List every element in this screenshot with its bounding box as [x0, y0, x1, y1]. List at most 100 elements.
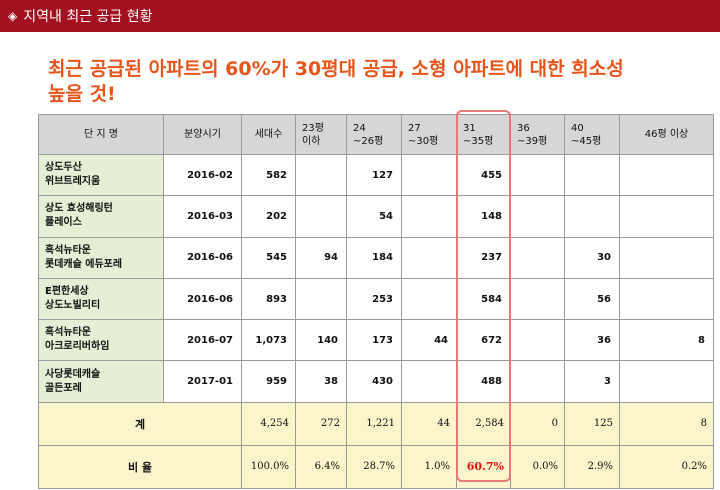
total-s36: 0: [510, 401, 565, 446]
table-row: 흑석뉴타운 아크로리버하임 2016-07 1,073 140 173 44 672 36 8: [38, 319, 714, 362]
ratio-row: 비 율 100.0% 6.4% 28.7% 1.0% 60.7% 0.0% 2.…: [38, 444, 714, 489]
col-header-s24: 24 ~26평: [346, 114, 402, 155]
size-s40: 56: [564, 277, 620, 321]
households: 582: [241, 153, 296, 197]
size-s24: 127: [346, 153, 402, 197]
complex-name: 흑석뉴타운 롯데캐슬 에듀포레: [38, 236, 164, 279]
ratio-s46: 0.2%: [619, 444, 714, 489]
size-s24: 184: [346, 236, 402, 279]
size-s27: [401, 153, 457, 197]
sale-date: 2016-03: [163, 195, 242, 238]
ratio-s24: 28.7%: [346, 444, 402, 489]
col-header-s40: 40 ~45평: [564, 114, 620, 155]
total-s40: 125: [564, 401, 620, 446]
size-s36: [510, 319, 565, 362]
total-households: 4,254: [241, 401, 296, 446]
headline-line-2: 높을 것!: [48, 83, 116, 105]
total-row: 계 4,254 272 1,221 44 2,584 0 125 8: [38, 401, 714, 446]
ratio-s23: 6.4%: [295, 444, 347, 489]
total-s23: 272: [295, 401, 347, 446]
size-s27: [401, 277, 457, 321]
size-s27: [401, 195, 457, 238]
size-s31: 488: [456, 360, 511, 403]
size-s40: 30: [564, 236, 620, 279]
size-s36: [510, 195, 565, 238]
size-s31: 584: [456, 277, 511, 321]
households: 545: [241, 236, 296, 279]
complex-name: 사당롯데캐슬 골든포레: [38, 360, 164, 403]
complex-name: 흑석뉴타운 아크로리버하임: [38, 319, 164, 362]
complex-name: 상도 효성해링턴 플레이스: [38, 195, 164, 238]
headline: 최근 공급된 아파트의 60%가 30평대 공급, 소형 아파트에 대한 희소성…: [48, 57, 688, 107]
size-s40: [564, 153, 620, 197]
col-header-s46: 46평 이상: [619, 114, 714, 155]
col-header-date: 분양시기: [163, 114, 242, 155]
size-s23: 140: [295, 319, 347, 362]
ratio-s36: 0.0%: [510, 444, 565, 489]
table-row: 상도 효성해링턴 플레이스 2016-03 202 54 148: [38, 195, 714, 238]
table-row: 사당롯데캐슬 골든포레 2017-01 959 38 430 488 3: [38, 360, 714, 403]
size-s40: 3: [564, 360, 620, 403]
size-s27: [401, 236, 457, 279]
size-s23: 38: [295, 360, 347, 403]
col-header-s23: 23평 이하: [295, 114, 347, 155]
size-s23: [295, 277, 347, 321]
households: 893: [241, 277, 296, 321]
size-s23: [295, 195, 347, 238]
supply-table: 단 지 명 분양시기 세대수 23평 이하 24 ~26평 27 ~30평 31 ~35…: [38, 114, 714, 489]
complex-name: 상도두산 위브트레지움: [38, 153, 164, 197]
headline-line-1: 최근 공급된 아파트의 60%가 30평대 공급, 소형 아파트에 대한 희소성: [48, 58, 624, 80]
section-header: ◈ 지역내 최근 공급 현황: [0, 0, 720, 32]
ratio-label: 비 율: [38, 444, 242, 489]
size-s36: [510, 153, 565, 197]
size-s24: 54: [346, 195, 402, 238]
table-body: 상도두산 위브트레지움 2016-02 582 127 455 상도 효성해링턴 플레이스 20…: [38, 153, 714, 403]
size-s46: [619, 360, 714, 403]
table-header-row: 단 지 명 분양시기 세대수 23평 이하 24 ~26평 27 ~30평 31 ~35…: [38, 114, 714, 155]
complex-name: E편한세상 상도노빌리티: [38, 277, 164, 321]
col-header-households: 세대수: [241, 114, 296, 155]
size-s24: 430: [346, 360, 402, 403]
total-s46: 8: [619, 401, 714, 446]
table-row: 흑석뉴타운 롯데캐슬 에듀포레 2016-06 545 94 184 237 30: [38, 236, 714, 279]
size-s31: 455: [456, 153, 511, 197]
size-s40: 36: [564, 319, 620, 362]
households: 202: [241, 195, 296, 238]
size-s46: [619, 153, 714, 197]
ratio-households: 100.0%: [241, 444, 296, 489]
col-header-s27: 27 ~30평: [401, 114, 457, 155]
size-s36: [510, 277, 565, 321]
size-s23: [295, 153, 347, 197]
col-header-s36: 36 ~39평: [510, 114, 565, 155]
section-title: 지역내 최근 공급 현황: [23, 9, 153, 25]
size-s27: [401, 360, 457, 403]
table-row: 상도두산 위브트레지움 2016-02 582 127 455: [38, 153, 714, 197]
total-s31: 2,584: [456, 401, 511, 446]
size-s36: [510, 360, 565, 403]
sale-date: 2016-02: [163, 153, 242, 197]
total-s24: 1,221: [346, 401, 402, 446]
size-s46: 8: [619, 319, 714, 362]
size-s24: 173: [346, 319, 402, 362]
households: 959: [241, 360, 296, 403]
size-s31: 672: [456, 319, 511, 362]
total-s27: 44: [401, 401, 457, 446]
sale-date: 2016-06: [163, 236, 242, 279]
sale-date: 2017-01: [163, 360, 242, 403]
ratio-s31: 60.7%: [456, 444, 511, 489]
ratio-s27: 1.0%: [401, 444, 457, 489]
size-s46: [619, 236, 714, 279]
size-s27: 44: [401, 319, 457, 362]
diamond-icon: ◈: [8, 9, 18, 23]
sale-date: 2016-07: [163, 319, 242, 362]
col-header-s31: 31 ~35평: [456, 114, 511, 155]
size-s23: 94: [295, 236, 347, 279]
size-s40: [564, 195, 620, 238]
size-s36: [510, 236, 565, 279]
table-row: E편한세상 상도노빌리티 2016-06 893 253 584 56: [38, 277, 714, 321]
households: 1,073: [241, 319, 296, 362]
ratio-s40: 2.9%: [564, 444, 620, 489]
size-s46: [619, 277, 714, 321]
size-s46: [619, 195, 714, 238]
size-s31: 148: [456, 195, 511, 238]
